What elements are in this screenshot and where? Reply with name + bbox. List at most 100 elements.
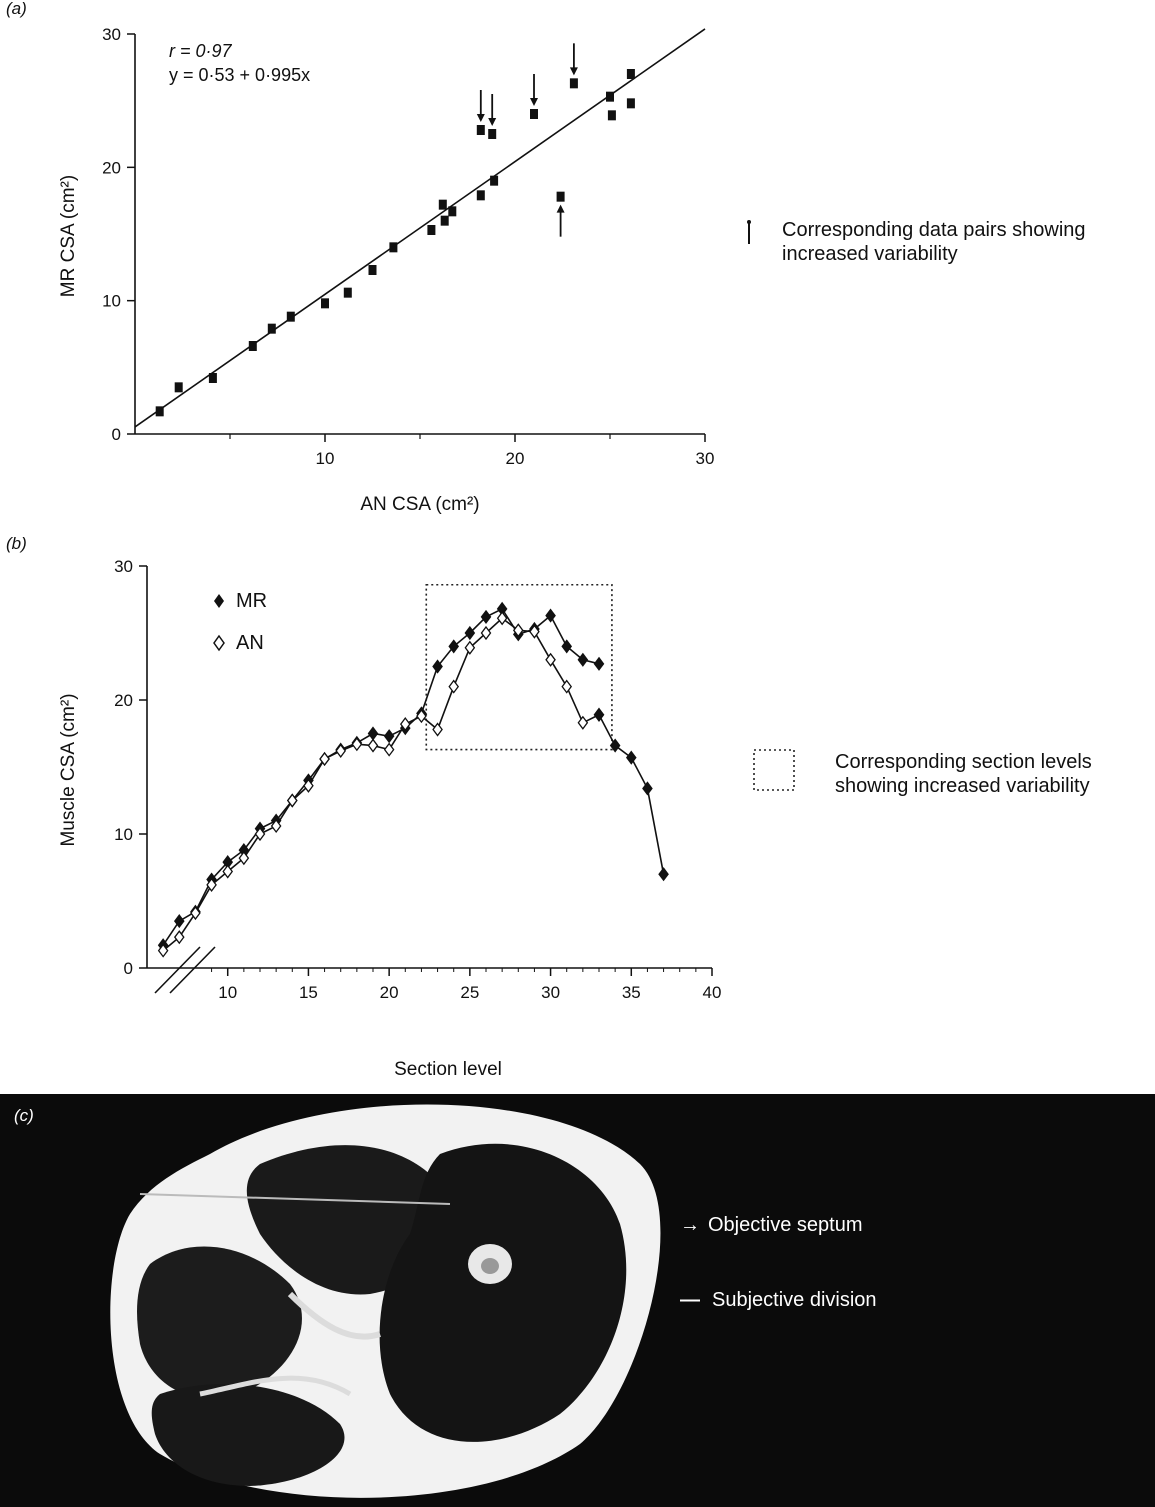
regression-line — [134, 28, 706, 428]
mr-legend-marker — [214, 594, 224, 608]
series-marker-an — [416, 708, 427, 724]
axis-break-mark — [169, 946, 216, 994]
data-point — [174, 382, 183, 393]
series-marker-tail — [658, 867, 669, 882]
series-marker-an — [254, 826, 266, 842]
series-marker-an — [157, 943, 169, 958]
series-marker-tail — [609, 738, 621, 753]
series-marker-an — [367, 738, 379, 753]
series-marker-an — [577, 715, 589, 730]
legend-box-marker — [753, 749, 795, 791]
x-tick-label: 35 — [622, 983, 641, 1002]
panel-a-label: (a) — [6, 0, 27, 18]
series-marker-an — [286, 793, 298, 808]
series-marker-an — [238, 851, 250, 866]
panel-a-y-label: MR CSA (cm²) — [58, 175, 79, 297]
panel-b-series — [157, 601, 669, 958]
series-marker-mr — [577, 652, 589, 667]
series-marker-an — [383, 742, 395, 757]
an-legend-label: AN — [236, 632, 264, 654]
x-tick-label: 40 — [703, 983, 722, 1002]
panel-b-series-legend: MR AN — [213, 590, 267, 654]
subjective-division-label: Subjective division — [712, 1289, 877, 1311]
panel-a-axes: 10 20 30 0 10 20 30 — [102, 25, 714, 468]
data-point — [626, 69, 635, 79]
arrow-head — [530, 98, 538, 106]
series-marker-tail — [642, 781, 653, 796]
x-tick-label: 10 — [218, 983, 237, 1002]
data-point — [267, 323, 276, 334]
series-marker-mr — [432, 659, 443, 674]
line-panel-b: (b) 10 15 20 25 30 35 40 0 10 20 30 MR AN Section … — [6, 535, 1097, 1080]
subjective-division-legend: — Subjective division — [680, 1289, 877, 1312]
panel-b-x-label: Section level — [394, 1059, 502, 1080]
series-marker-an — [335, 743, 347, 759]
arrow-head — [476, 114, 485, 122]
data-point — [368, 265, 377, 275]
y-tick-label: 10 — [114, 825, 133, 844]
series-line-an — [162, 617, 600, 952]
series-marker-mr — [383, 729, 395, 744]
series-marker-an — [270, 818, 282, 834]
series-marker-mr — [480, 609, 492, 625]
data-point — [488, 129, 497, 139]
data-point — [530, 109, 538, 119]
series-marker-an — [190, 905, 201, 921]
y-tick-label: 0 — [124, 959, 133, 978]
panel-b-axes: 10 15 20 25 30 35 40 0 10 20 30 — [114, 557, 721, 1002]
objective-septum-legend: → Objective septum — [680, 1214, 863, 1237]
series-marker-an — [464, 640, 476, 655]
series-marker-mr — [593, 656, 605, 671]
series-marker-an — [351, 737, 363, 752]
axis-break-mark — [154, 946, 201, 994]
data-point — [569, 78, 578, 89]
y-tick-label: 10 — [102, 292, 121, 311]
series-marker-tail — [593, 707, 605, 722]
data-point — [427, 225, 436, 235]
series-marker-an — [303, 778, 314, 793]
data-point — [321, 298, 329, 309]
series-marker-mr — [561, 639, 573, 654]
dash-icon: — — [680, 1289, 700, 1311]
series-marker-mr — [464, 625, 476, 641]
series-marker-an — [561, 679, 573, 694]
series-marker-an — [448, 679, 460, 694]
scatter-panel-a: (a) 10 20 30 0 10 20 30 r = 0·97 y = 0·53 + 0·… — [6, 0, 1091, 515]
regression-equation: y = 0·53 + 0·995x — [169, 65, 310, 85]
data-point — [607, 110, 616, 121]
panel-b-legend-text: Corresponding section levels showing inc… — [835, 751, 1097, 797]
x-tick-label: 20 — [506, 449, 525, 468]
series-marker-mr — [173, 914, 185, 929]
data-point — [606, 91, 614, 102]
panel-b-label: (b) — [6, 535, 27, 553]
y-tick-label: 20 — [102, 158, 121, 177]
variability-arrows — [476, 43, 578, 237]
data-point — [626, 98, 635, 109]
arrow-head — [569, 67, 578, 76]
series-marker-an — [399, 717, 411, 732]
photo-panel-c: (c) → Objective septum — Subjective divisi… — [0, 1094, 1155, 1507]
data-point — [476, 190, 485, 201]
series-marker-an — [206, 877, 217, 893]
panel-a-legend-text: Corresponding data pairs showing increas… — [782, 219, 1091, 265]
series-marker-an — [512, 623, 524, 638]
series-marker-mr — [448, 639, 460, 654]
series-marker-an — [173, 930, 185, 945]
series-marker-an — [222, 864, 234, 879]
y-tick-label: 30 — [102, 25, 121, 44]
panel-b-y-label: Muscle CSA (cm²) — [58, 693, 79, 846]
series-line-tail — [598, 714, 665, 875]
data-point — [438, 199, 447, 210]
series-marker-an — [529, 624, 540, 639]
x-tick-label: 30 — [541, 983, 560, 1002]
y-tick-label: 0 — [112, 425, 121, 444]
data-point — [490, 175, 499, 186]
data-point — [440, 215, 449, 226]
panel-a-x-label: AN CSA (cm²) — [360, 494, 479, 515]
arrow-icon: → — [680, 1214, 700, 1236]
arrow-head — [488, 118, 497, 126]
data-point — [208, 373, 217, 383]
data-point — [155, 406, 164, 417]
panel-b-box-legend: Corresponding section levels showing inc… — [753, 749, 1097, 797]
data-point — [476, 125, 485, 135]
